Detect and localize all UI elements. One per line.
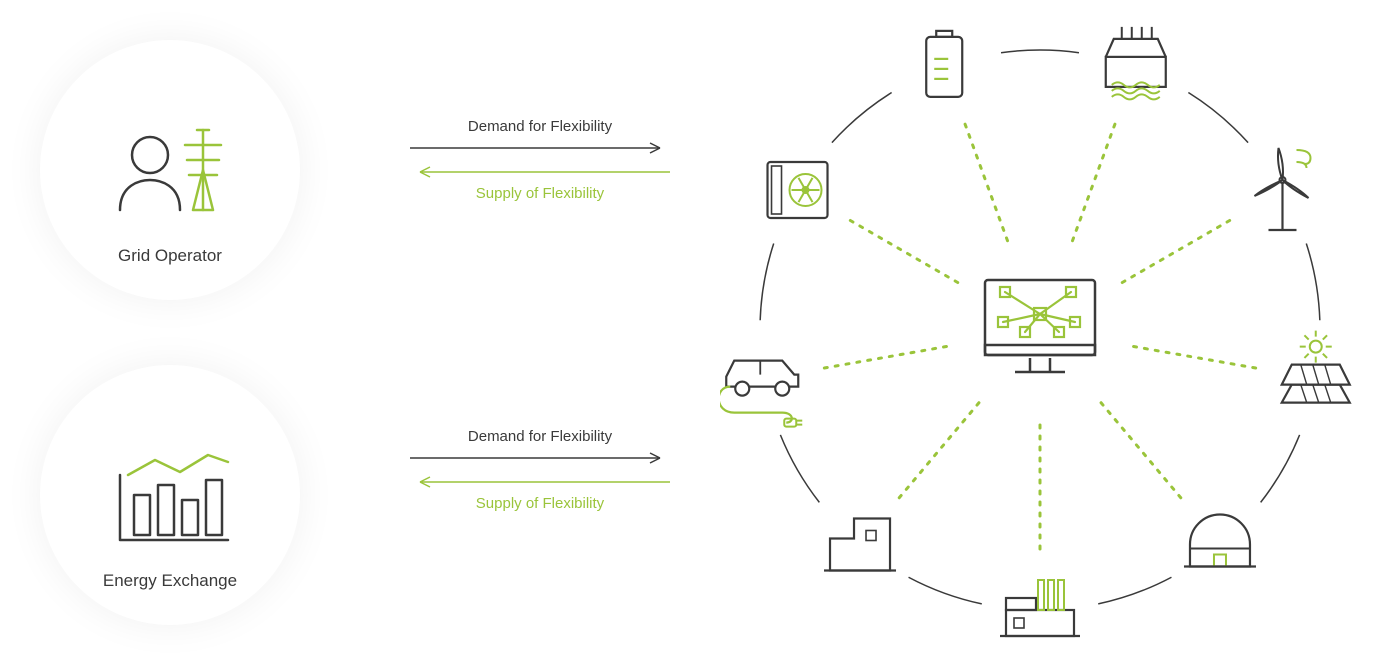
hub-spoke [895,403,979,503]
hub-outer-arc [1188,93,1248,143]
grid-operator-card: Grid Operator [40,40,300,300]
supply-label-1: Supply of Flexibility [410,185,670,202]
hub-outer-arc [909,577,982,604]
hub-outer-arc [1261,435,1300,502]
battery-icon [926,31,962,97]
hub-spoke [1101,403,1185,503]
energy-exchange-icon [100,440,240,550]
hub-outer-arc [780,435,819,502]
arrows-energy-exchange: Demand for Flexibility Supply of Flexibi… [410,428,670,518]
grid-operator-label: Grid Operator [118,246,222,266]
demand-label-1: Demand for Flexibility [410,118,670,135]
energy-exchange-label: Energy Exchange [103,571,237,591]
chp-plant-icon [1000,580,1080,636]
hub-spoke [818,346,946,369]
hub-outer-arc [832,93,892,143]
biogas-dome-icon [1184,514,1256,566]
supply-arrow-1 [410,165,670,179]
energy-exchange-card: Energy Exchange [40,365,300,625]
ev-charging-icon [720,361,802,427]
hub-spoke [1134,346,1262,369]
arrows-grid-operator: Demand for Flexibility Supply of Flexibi… [410,118,670,208]
hub-spoke [1122,218,1235,283]
demand-arrow-1 [410,141,670,155]
supply-label-2: Supply of Flexibility [410,495,670,512]
wind-turbine-icon [1254,148,1310,230]
hub-spoke [963,119,1007,241]
monitor-network-icon [985,280,1095,372]
supply-arrow-2 [410,475,670,489]
flexibility-hub [720,10,1360,650]
hub-outer-arc [1001,50,1079,53]
hub-outer-arc [1098,577,1171,604]
solar-panel-icon [1282,331,1350,403]
hydro-plant-icon [1106,27,1166,100]
heat-pump-icon [768,162,828,218]
demand-arrow-2 [410,451,670,465]
building-icon [824,518,896,570]
demand-label-2: Demand for Flexibility [410,428,670,445]
grid-operator-icon [105,115,235,225]
hub-outer-arc [1306,243,1320,320]
hub-spoke [1072,119,1116,241]
hub-outer-arc [760,243,774,320]
hub-spoke [845,218,958,283]
